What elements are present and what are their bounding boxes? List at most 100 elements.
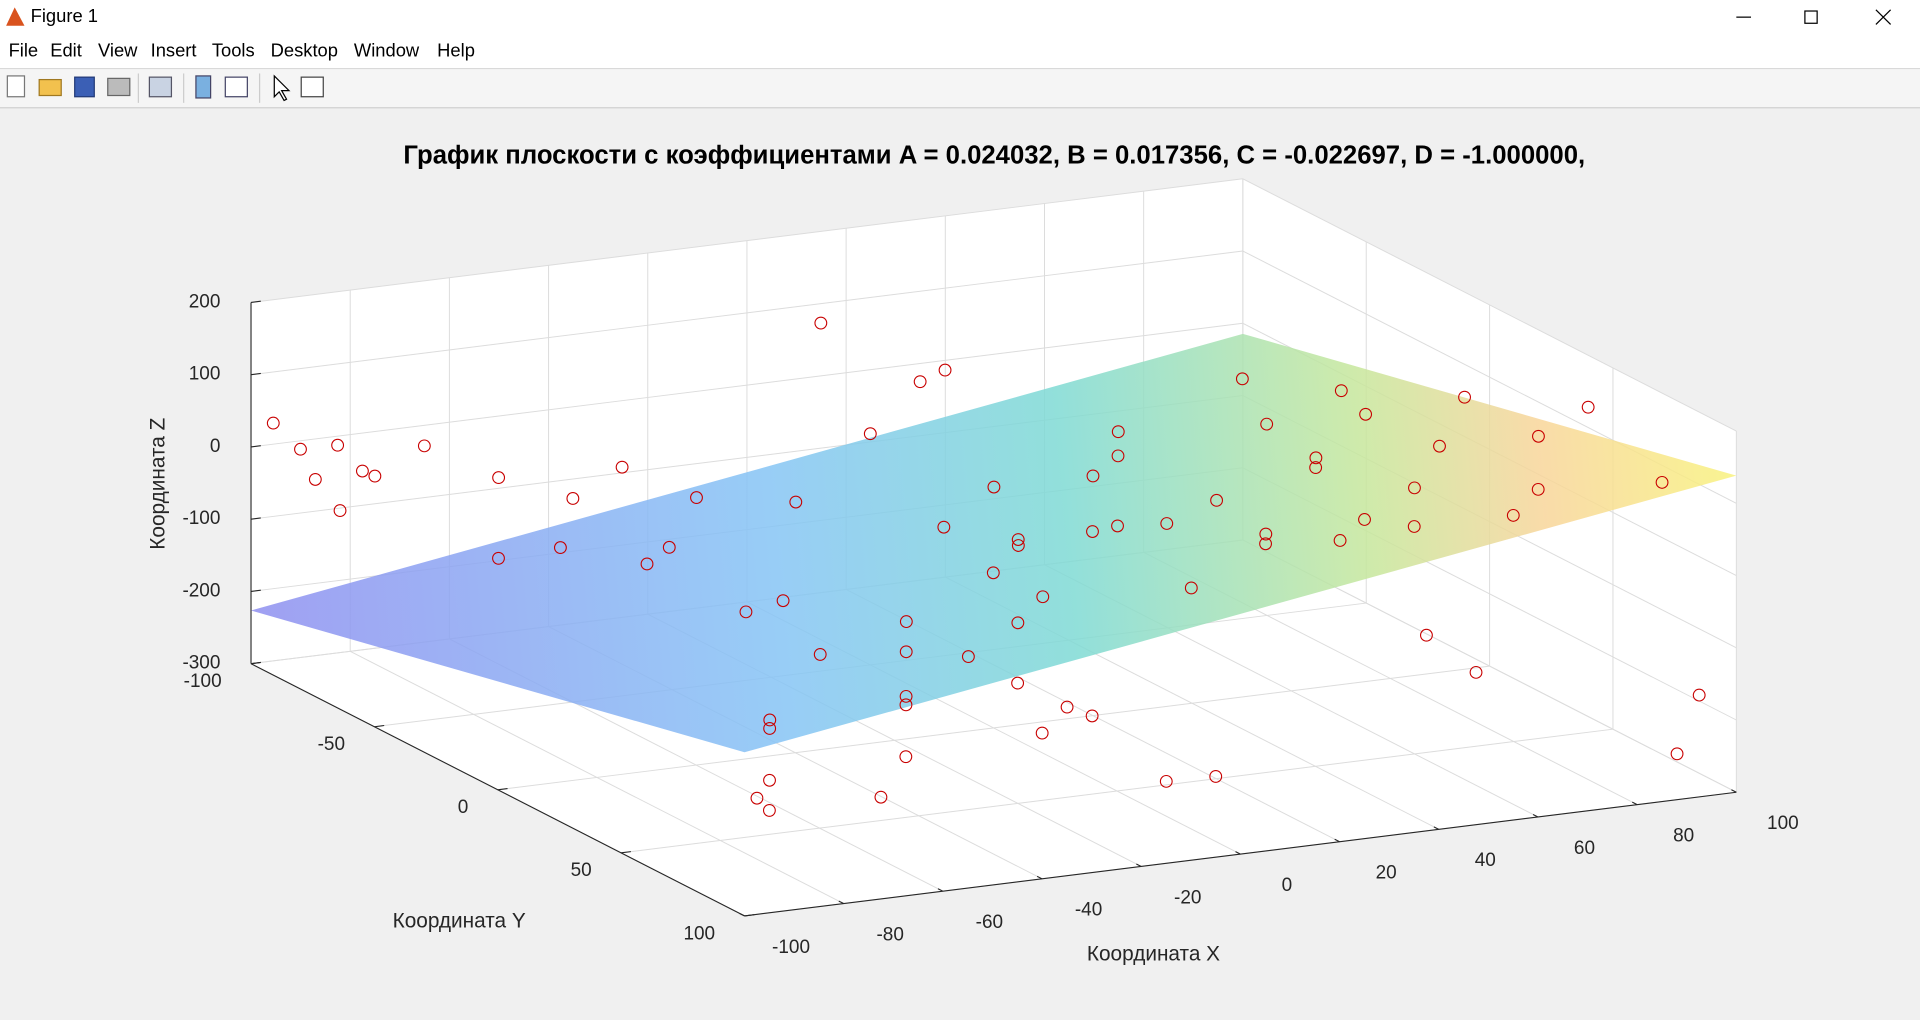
tick-mark: [1334, 838, 1340, 843]
x-tick-label: -40: [1075, 900, 1102, 921]
data-point: [690, 491, 703, 505]
print-preview-icon[interactable]: [148, 76, 173, 98]
tick-mark: [1036, 875, 1043, 880]
data-point: [1581, 400, 1595, 414]
y-tick-label: -100: [184, 671, 222, 692]
new-icon[interactable]: [6, 75, 26, 98]
app-icon: [6, 7, 25, 26]
data-point: [492, 471, 506, 485]
data-point: [333, 504, 347, 517]
data-point: [1060, 700, 1074, 714]
data-point: [553, 541, 567, 555]
axes: -300-200-1000100200-100-50050100-100-80-…: [182, 178, 1799, 958]
data-point: [566, 492, 580, 505]
window-chrome: Figure 1 File Edit View Insert Tools Des…: [0, 0, 1920, 109]
data-point: [1011, 676, 1025, 690]
chart-title: График плоскости с коэффициентами A = 0.…: [403, 142, 1585, 170]
data-point: [266, 416, 280, 430]
property-icon[interactable]: [300, 76, 324, 98]
colorbar-icon[interactable]: [195, 75, 212, 99]
x-axis-label: Координата X: [1087, 943, 1220, 966]
z-tick-label: -300: [182, 653, 220, 674]
data-point: [492, 551, 505, 565]
x-tick-label: 100: [1767, 813, 1799, 834]
data-point: [1358, 513, 1371, 526]
x-tick-label: 40: [1475, 850, 1496, 871]
data-point: [763, 713, 777, 727]
data-point: [813, 648, 827, 661]
data-point: [1469, 665, 1483, 679]
menu-item[interactable]: Insert: [151, 39, 197, 60]
data-point: [331, 438, 345, 452]
menu-item[interactable]: Help: [437, 39, 475, 60]
x-tick-label: -60: [976, 912, 1003, 933]
close-button[interactable]: [1875, 9, 1892, 25]
data-point: [1655, 475, 1669, 489]
data-point: [615, 460, 629, 474]
tick-mark: [250, 517, 261, 520]
print-icon[interactable]: [107, 77, 131, 97]
data-point: [789, 495, 803, 509]
data-point: [662, 540, 676, 554]
data-point: [750, 791, 764, 805]
restore-button[interactable]: [1804, 10, 1818, 24]
menu-item[interactable]: Tools: [212, 39, 255, 60]
tick-mark: [621, 851, 631, 854]
tick-mark: [497, 788, 508, 791]
save-icon[interactable]: [74, 76, 95, 98]
data-point: [1011, 539, 1025, 552]
data-point: [1036, 590, 1050, 604]
data-point: [1085, 709, 1099, 723]
z-tick-label: -200: [182, 580, 220, 601]
data-point: [1359, 407, 1373, 421]
pointer-icon[interactable]: [273, 74, 291, 102]
data-point: [1210, 493, 1224, 507]
data-point: [762, 803, 776, 817]
data-point: [640, 557, 654, 571]
y-tick-label: -50: [318, 734, 345, 755]
data-point: [899, 698, 913, 712]
x-tick-label: 0: [1282, 875, 1293, 896]
menu-item[interactable]: Edit: [50, 39, 82, 60]
data-point: [863, 427, 877, 441]
data-point: [937, 520, 951, 534]
tick-mark: [744, 914, 755, 917]
menu-item[interactable]: File: [9, 39, 39, 60]
data-point: [899, 645, 913, 659]
tick-mark: [250, 661, 261, 665]
tick-mark: [1433, 826, 1440, 830]
data-point: [1531, 482, 1545, 496]
x-tick-label: 60: [1574, 838, 1595, 859]
data-point: [1011, 616, 1025, 630]
tick-mark: [250, 300, 261, 303]
data-point: [814, 316, 828, 330]
tick-mark: [937, 888, 944, 892]
tick-mark: [374, 724, 385, 728]
tick-mark: [250, 589, 261, 592]
menu-item[interactable]: Window: [354, 39, 420, 60]
legend-icon[interactable]: [224, 76, 248, 98]
data-point: [355, 464, 369, 478]
grid-line: [250, 178, 1243, 303]
data-point: [1259, 527, 1273, 541]
data-point: [1333, 534, 1347, 547]
data-point: [1011, 533, 1025, 546]
menu-item[interactable]: View: [98, 39, 138, 60]
data-point: [1532, 429, 1545, 443]
toolbar: [0, 68, 1920, 108]
data-point: [1506, 508, 1520, 522]
x-axis: [744, 791, 1737, 917]
menu-item[interactable]: Desktop: [271, 39, 338, 60]
data-point: [308, 472, 322, 486]
data-point: [1433, 439, 1446, 453]
z-tick-label: 100: [189, 364, 221, 385]
y-tick-label: 0: [458, 797, 469, 818]
y-tick-label: 100: [683, 923, 715, 944]
x-tick-label: -20: [1174, 887, 1201, 908]
data-point: [1420, 628, 1433, 642]
grid-line: [250, 322, 1243, 448]
data-point: [763, 722, 777, 735]
open-icon[interactable]: [38, 78, 62, 97]
data-point: [368, 469, 382, 483]
